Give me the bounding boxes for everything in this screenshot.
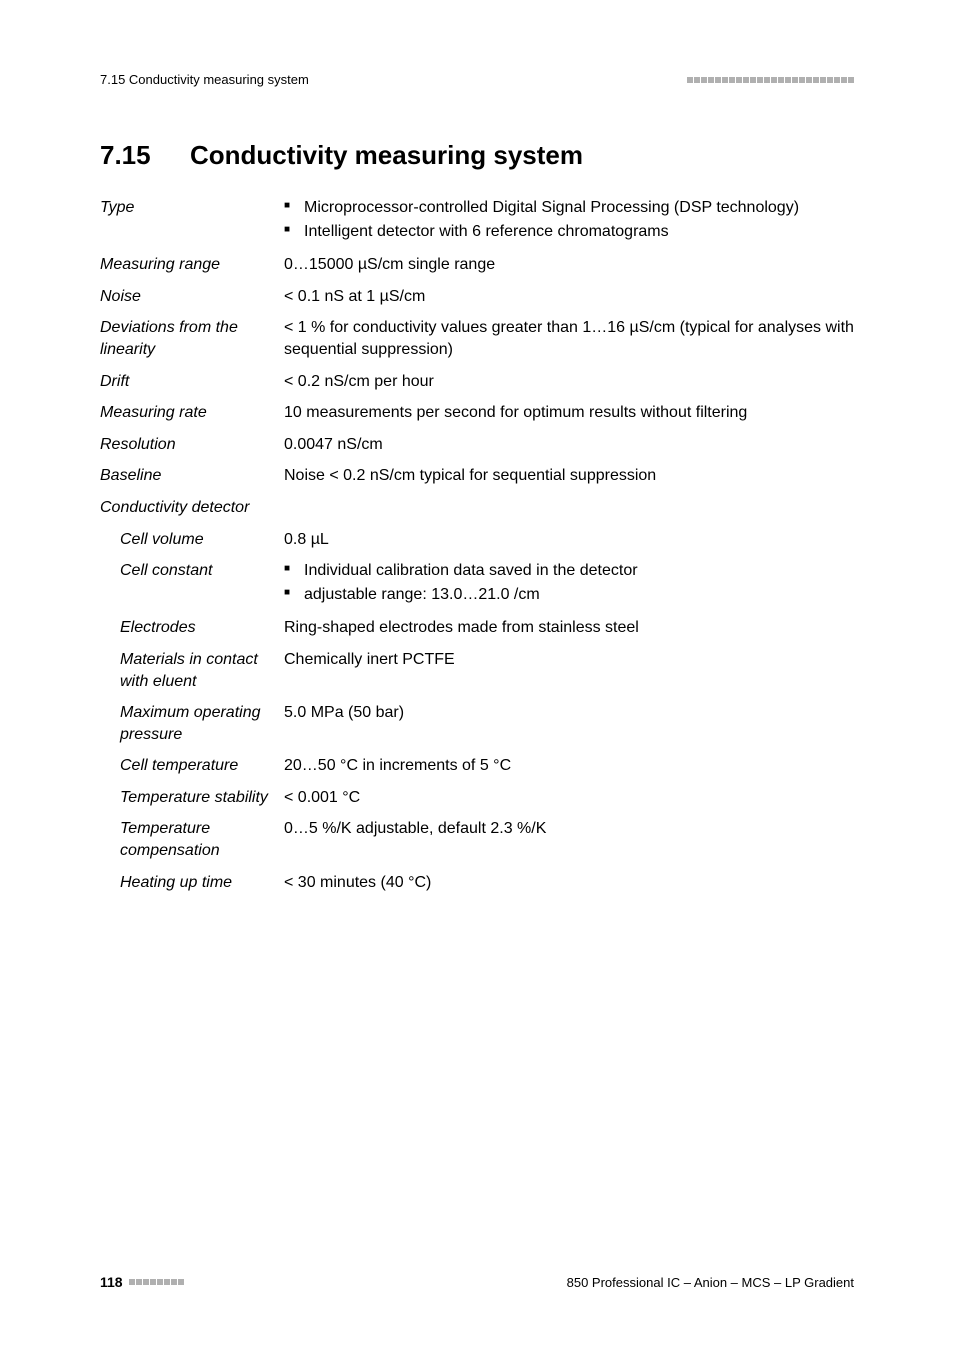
spec-value: 0…5 %/K adjustable, default 2.3 %/K (284, 818, 854, 840)
spec-label: Materials in contact with eluent (100, 649, 284, 692)
list-item: Microprocessor-controlled Digital Signal… (304, 197, 854, 219)
content-area: 7.15Conductivity measuring system Type M… (100, 140, 854, 903)
spec-row-drift: Drift < 0.2 nS/cm per hour (100, 371, 854, 393)
page-number-wrapper: 118 (100, 1274, 184, 1290)
spec-label: Resolution (100, 434, 284, 456)
spec-value: < 1 % for conductivity values greater th… (284, 317, 854, 360)
spec-label: Measuring rate (100, 402, 284, 424)
footer-ornament (129, 1279, 184, 1285)
spec-value: Microprocessor-controlled Digital Signal… (284, 197, 854, 244)
footer-doc-title: 850 Professional IC – Anion – MCS – LP G… (567, 1275, 854, 1290)
spec-label: Deviations from the linearity (100, 317, 284, 360)
spec-label: Baseline (100, 465, 284, 487)
spec-row-heating: Heating up time < 30 minutes (40 °C) (100, 872, 854, 894)
spec-row-resolution: Resolution 0.0047 nS/cm (100, 434, 854, 456)
spec-value: 20…50 °C in increments of 5 °C (284, 755, 854, 777)
spec-row-temp-stability: Temperature stability < 0.001 °C (100, 787, 854, 809)
spec-value: 0.8 µL (284, 529, 854, 551)
running-header: 7.15 Conductivity measuring system (100, 72, 854, 87)
spec-value: Individual calibration data saved in the… (284, 560, 854, 607)
spec-list-cell-constant: Individual calibration data saved in the… (284, 560, 854, 605)
spec-value: 10 measurements per second for optimum r… (284, 402, 854, 424)
spec-row-temp-comp: Temperature compensation 0…5 %/K adjusta… (100, 818, 854, 861)
section-title: 7.15Conductivity measuring system (100, 140, 854, 171)
spec-label: Temperature compensation (100, 818, 284, 861)
spec-label: Cell volume (100, 529, 284, 551)
spec-row-measuring-range: Measuring range 0…15000 µS/cm single ran… (100, 254, 854, 276)
spec-value: < 0.001 °C (284, 787, 854, 809)
spec-label: Conductivity detector (100, 497, 284, 519)
list-item: Intelligent detector with 6 reference ch… (304, 221, 854, 243)
spec-label: Heating up time (100, 872, 284, 894)
section-heading-text: Conductivity measuring system (190, 140, 583, 170)
spec-label: Measuring range (100, 254, 284, 276)
spec-label: Cell temperature (100, 755, 284, 777)
spec-value: < 0.1 nS at 1 µS/cm (284, 286, 854, 308)
spec-value: 5.0 MPa (50 bar) (284, 702, 854, 724)
spec-row-measuring-rate: Measuring rate 10 measurements per secon… (100, 402, 854, 424)
spec-row-cell-constant: Cell constant Individual calibration dat… (100, 560, 854, 607)
spec-label: Noise (100, 286, 284, 308)
page-footer: 118 850 Professional IC – Anion – MCS – … (100, 1274, 854, 1290)
spec-row-baseline: Baseline Noise < 0.2 nS/cm typical for s… (100, 465, 854, 487)
spec-row-deviations: Deviations from the linearity < 1 % for … (100, 317, 854, 360)
list-item: Individual calibration data saved in the… (304, 560, 854, 582)
spec-row-detector-header: Conductivity detector (100, 497, 854, 519)
spec-value: Ring-shaped electrodes made from stainle… (284, 617, 854, 639)
spec-row-materials: Materials in contact with eluent Chemica… (100, 649, 854, 692)
list-item: adjustable range: 13.0…21.0 /cm (304, 584, 854, 606)
spec-value: Chemically inert PCTFE (284, 649, 854, 671)
spec-row-cell-temp: Cell temperature 20…50 °C in increments … (100, 755, 854, 777)
spec-value: 0…15000 µS/cm single range (284, 254, 854, 276)
spec-value: < 0.2 nS/cm per hour (284, 371, 854, 393)
spec-row-type: Type Microprocessor-controlled Digital S… (100, 197, 854, 244)
section-number: 7.15 (100, 140, 190, 171)
page: 7.15 Conductivity measuring system 7.15C… (0, 0, 954, 1350)
spec-label: Type (100, 197, 284, 219)
spec-label: Temperature stability (100, 787, 284, 809)
page-number: 118 (100, 1274, 123, 1290)
header-ornament (687, 77, 854, 83)
spec-label: Maximum operating pressure (100, 702, 284, 745)
spec-value: 0.0047 nS/cm (284, 434, 854, 456)
header-section-ref: 7.15 Conductivity measuring system (100, 72, 309, 87)
spec-row-max-pressure: Maximum operating pressure 5.0 MPa (50 b… (100, 702, 854, 745)
spec-label: Cell constant (100, 560, 284, 582)
spec-list-type: Microprocessor-controlled Digital Signal… (284, 197, 854, 242)
spec-label: Drift (100, 371, 284, 393)
spec-value: Noise < 0.2 nS/cm typical for sequential… (284, 465, 854, 487)
spec-row-noise: Noise < 0.1 nS at 1 µS/cm (100, 286, 854, 308)
spec-row-electrodes: Electrodes Ring-shaped electrodes made f… (100, 617, 854, 639)
spec-value: < 30 minutes (40 °C) (284, 872, 854, 894)
spec-label: Electrodes (100, 617, 284, 639)
spec-row-cell-volume: Cell volume 0.8 µL (100, 529, 854, 551)
